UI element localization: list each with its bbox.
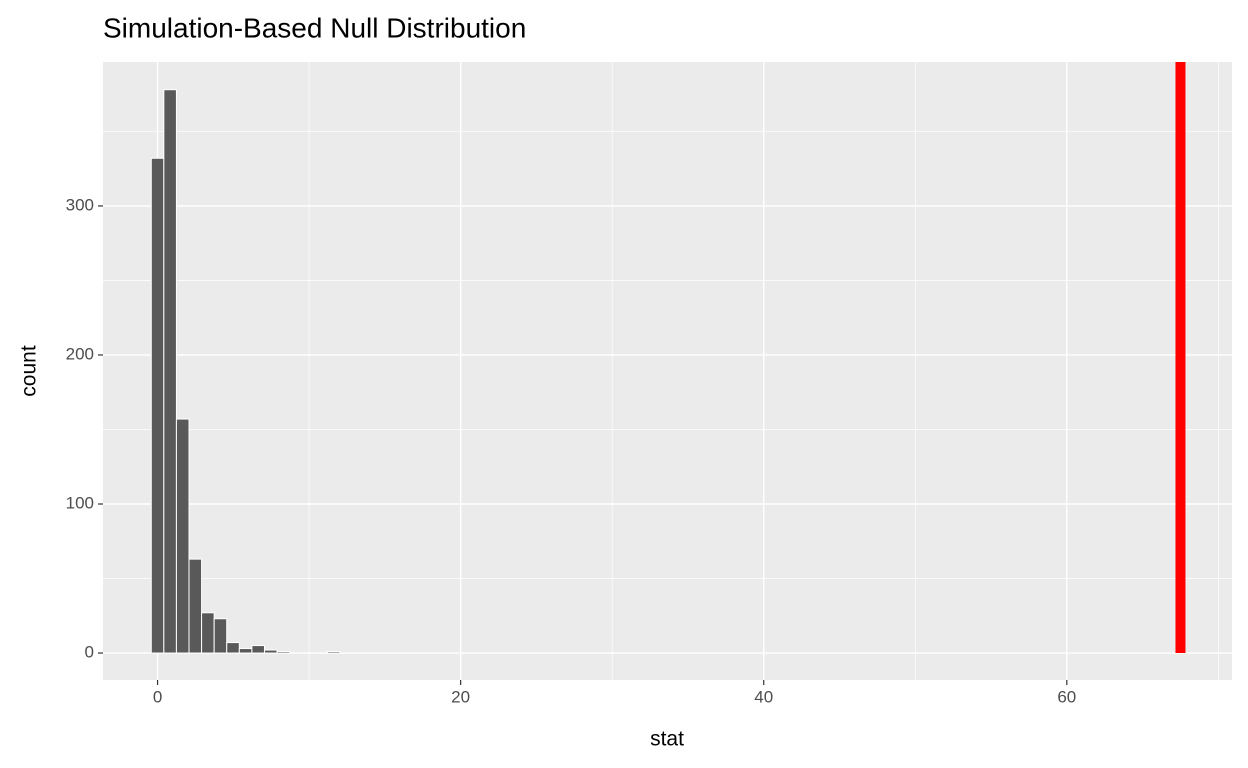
bar (163, 89, 177, 654)
bar (201, 612, 215, 654)
bar (150, 157, 165, 654)
bar (213, 618, 228, 654)
bar (276, 651, 291, 654)
x-tick-label: 60 (1057, 687, 1076, 706)
y-tick-label: 300 (66, 195, 94, 214)
x-tick-label: 40 (754, 687, 773, 706)
x-tick-label: 20 (451, 687, 470, 706)
bar (175, 418, 190, 654)
bar (251, 645, 265, 654)
panel (103, 62, 1232, 680)
y-tick-label: 0 (85, 643, 94, 662)
y-tick-label: 200 (66, 344, 94, 363)
x-tick-label: 0 (153, 687, 162, 706)
x-axis-title: stat (650, 728, 684, 751)
y-tick-label: 100 (66, 493, 94, 512)
bar (238, 648, 253, 654)
bar (263, 649, 278, 654)
bar (188, 558, 203, 654)
y-axis-title: count (18, 345, 41, 397)
bar (226, 642, 240, 654)
bar (326, 651, 341, 654)
chart-title: Simulation-Based Null Distribution (103, 12, 526, 43)
